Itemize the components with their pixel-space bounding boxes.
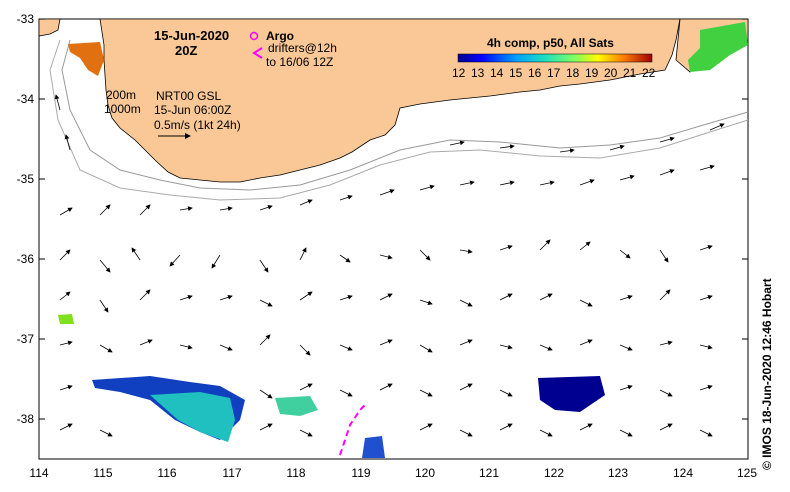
- lat-tick: -38: [16, 412, 34, 426]
- sst-patch-south-c: [275, 396, 318, 416]
- colorbar: [457, 53, 653, 63]
- land-tip: [38, 18, 61, 37]
- lat-tick: -33: [16, 12, 34, 26]
- product-time: 15-Jun 06:00Z: [154, 103, 232, 117]
- lon-tick: 116: [157, 466, 177, 480]
- argo-label: Argo: [266, 29, 294, 43]
- axis-ticks: [39, 18, 748, 420]
- colorbar-tick: 12: [452, 66, 466, 80]
- sst-patch-east: [688, 22, 748, 72]
- map-date: 15-Jun-2020: [154, 28, 230, 43]
- isobath-200m: [61, 39, 749, 191]
- sst-patch-blue: [362, 436, 385, 458]
- colorbar-tick: 22: [642, 66, 656, 80]
- scale-label: 0.5m/s (1kt 24h): [154, 118, 241, 132]
- lon-tick: 115: [93, 466, 113, 480]
- isobath-200-label: 200m: [106, 88, 137, 102]
- isobath-1000-label: 1000m: [104, 102, 141, 116]
- sst-patch-leeuwin: [68, 42, 104, 76]
- lon-tick: 123: [607, 466, 629, 480]
- sst-patch-dark: [538, 376, 605, 412]
- lon-tick: 122: [543, 466, 565, 480]
- product-label: NRT00 GSL: [156, 89, 222, 103]
- colorbar-tick: 18: [566, 66, 580, 80]
- map-time: 20Z: [175, 43, 198, 58]
- lat-tick: -36: [16, 252, 34, 266]
- colorbar-title: 4h comp, p50, All Sats: [487, 36, 614, 50]
- lon-tick: 119: [351, 466, 371, 480]
- lat-tick: -37: [16, 332, 34, 346]
- lon-tick: 117: [222, 466, 242, 480]
- drifters-label: drifters@12h: [268, 41, 337, 55]
- lat-tick: -34: [16, 92, 34, 106]
- colorbar-tick: 19: [585, 66, 599, 80]
- colorbar-tick: 15: [509, 66, 523, 80]
- colorbar-tick: 21: [623, 66, 637, 80]
- current-vectors: [54, 94, 725, 437]
- lon-tick: 120: [414, 466, 436, 480]
- colorbar-tick: 13: [471, 66, 485, 80]
- lon-tick: 124: [672, 466, 694, 480]
- colorbar-tick: 17: [547, 66, 561, 80]
- lon-tick: 114: [29, 466, 49, 480]
- lon-tick: 125: [736, 466, 758, 480]
- drifters-range: to 16/06 12Z: [266, 55, 334, 69]
- colorbar-tick: 16: [528, 66, 542, 80]
- colorbar-tick: 14: [490, 66, 504, 80]
- argo-symbol: [249, 31, 259, 41]
- isobath-1000m: [49, 39, 749, 201]
- lon-tick: 118: [286, 466, 306, 480]
- colorbar-tick: 20: [604, 66, 618, 80]
- sst-patch-south-b: [150, 392, 235, 442]
- lat-tick: -35: [16, 172, 34, 186]
- credit-text: © IMOS 18-Jun-2020 12:46 Hobart: [760, 278, 774, 470]
- drifter-symbol: [252, 47, 263, 59]
- sst-patch-small: [58, 314, 74, 324]
- lon-tick: 121: [478, 466, 500, 480]
- drifter-track: [339, 404, 366, 456]
